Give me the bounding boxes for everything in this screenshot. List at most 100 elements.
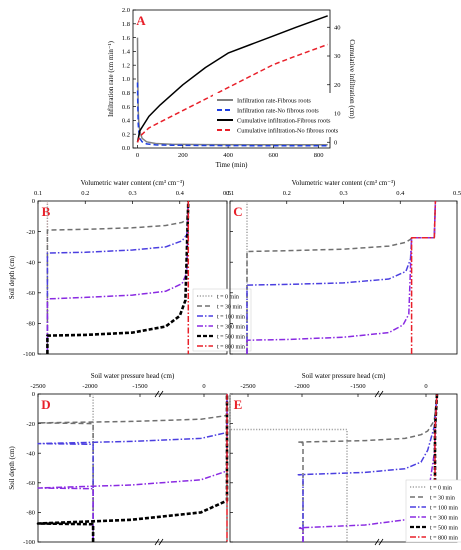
legend-box: [405, 479, 461, 543]
axis-break-mark: [374, 390, 380, 398]
y-tick-label: 0.8: [122, 90, 130, 97]
legend-label: Infiltration rate-Fibrous roots: [237, 97, 311, 104]
series-line-2: [136, 82, 328, 147]
series-line-3: [37, 394, 228, 542]
y-tick-label: 0.6: [122, 104, 131, 111]
series-line-3: [136, 15, 328, 143]
x-tick-label: 0.4: [176, 190, 185, 197]
x-tick-label: 0.2: [283, 190, 291, 197]
series-line-5: [36, 394, 229, 542]
plot-frame: [37, 393, 228, 543]
series-line-4: [136, 43, 328, 143]
y-tick-label: 0: [32, 198, 35, 205]
y-axis-label: Soil depth (cm): [8, 446, 16, 490]
panel-letter: B: [42, 204, 51, 219]
series-line-2: [246, 200, 437, 354]
x-axis-label: Soil water pressure head (cm): [91, 372, 175, 380]
legend-label: t = 800 min: [217, 344, 245, 350]
y-tick-label: -40: [26, 450, 35, 457]
x-tick-label: 0.5: [453, 190, 461, 197]
x-tick-label: 0.2: [81, 190, 89, 197]
y-tick-label: -20: [26, 229, 35, 236]
series-line-2: [297, 393, 438, 542]
legend-label: t = 500 min: [430, 525, 458, 531]
series-line-2: [37, 394, 228, 542]
y-tick-label: 0.4: [122, 118, 131, 125]
legend-label: t = 800 min: [430, 535, 458, 541]
y-tick-label: 0.2: [122, 131, 130, 138]
legend-label: Cumulative infiltration-No fibrous roots: [237, 127, 339, 134]
axis-break-mark: [154, 538, 160, 546]
series-line-4: [297, 393, 438, 542]
legend-label: Cumulative infiltration-Fibrous roots: [237, 117, 331, 124]
y-axis-label: Infiltration rate (cm min⁻¹): [107, 40, 115, 117]
series-line-4: [46, 200, 190, 354]
x-tick-label: -1500: [132, 383, 147, 390]
y-tick-label: 0: [32, 391, 35, 398]
x-tick-label: 200: [178, 152, 188, 159]
series-line-3: [297, 393, 438, 542]
series-line-4: [37, 394, 228, 542]
y2-tick-label: 0: [334, 139, 337, 146]
y-tick-label: 2.0: [122, 7, 130, 14]
panel-c: C 0.1 0.2 0.3 0.4 0.5 Volumetric water content…: [226, 179, 461, 355]
legend-label: t = 100 min: [430, 505, 458, 511]
y2-tick-label: 40: [334, 24, 341, 31]
x-tick-label: 0.1: [34, 190, 42, 197]
legend-label: t = 500 min: [217, 334, 245, 340]
x-tick-label: 0.1: [226, 190, 234, 197]
x-tick-label: 0.4: [396, 190, 405, 197]
series-line-5: [410, 200, 437, 354]
axis-break-mark: [378, 390, 384, 398]
x-tick-label: 800: [314, 152, 324, 159]
x-tick-label: -1500: [350, 383, 365, 390]
series-line-3: [46, 200, 190, 354]
series-line-4: [246, 200, 437, 354]
y-tick-label: 0.0: [122, 145, 130, 152]
x-tick-label: 0.5: [223, 190, 231, 197]
panel-e: E -2500 -2000 -1500 0 Soil water pressure hea…: [229, 372, 461, 546]
series-line-5: [46, 200, 190, 354]
axis-break-mark: [154, 390, 160, 398]
legend-label: t = 30 min: [430, 495, 455, 501]
plot-frame: [229, 393, 458, 543]
x-tick-label: 0.3: [339, 190, 347, 197]
y-tick-label: -100: [23, 539, 35, 546]
x-tick-label: 0: [424, 383, 427, 390]
x-tick-label: 600: [269, 152, 279, 159]
y-tick-label: 1.4: [122, 49, 131, 56]
axis-break-mark: [158, 538, 164, 546]
panel-letter: A: [136, 13, 146, 28]
x-tick-label: 0: [136, 152, 139, 159]
y-tick-label: 1.2: [122, 62, 130, 69]
y-tick-label: -20: [26, 421, 35, 428]
x-axis-label: Volumetric water content (cm³ cm⁻³): [81, 179, 185, 187]
x-tick-label: -2000: [294, 383, 309, 390]
x-tick-label: -2500: [240, 383, 255, 390]
series-line-2: [46, 200, 190, 354]
legend-label: t = 100 min: [217, 314, 245, 320]
legend-box: [192, 288, 252, 352]
plot-frame: [229, 200, 458, 355]
y-tick-label: -60: [26, 480, 35, 487]
series-line-3: [246, 200, 437, 354]
panel-d: D -2500 -2000 -1500 0 Soil water pressure hea…: [8, 372, 229, 546]
legend-label: t = 0 min: [217, 294, 239, 300]
x-tick-label: 0.3: [128, 190, 136, 197]
series-line-1: [229, 394, 348, 542]
axis-break-mark: [374, 538, 380, 546]
y-tick-label: -100: [23, 351, 35, 358]
x-tick-label: 0: [202, 383, 205, 390]
y-tick-label: 1.0: [122, 76, 130, 83]
axis-break-mark: [158, 390, 164, 398]
y-tick-label: 1.8: [122, 21, 130, 28]
y2-tick-label: 30: [334, 53, 341, 60]
y-tick-label: -80: [26, 321, 35, 328]
panel-letter: D: [41, 397, 50, 412]
y-tick-label: -40: [26, 259, 35, 266]
y2-axis-label: Cumulative infiltration (cm): [348, 39, 356, 119]
legend-label: t = 300 min: [430, 515, 458, 521]
y2-tick-label: 20: [334, 82, 341, 89]
